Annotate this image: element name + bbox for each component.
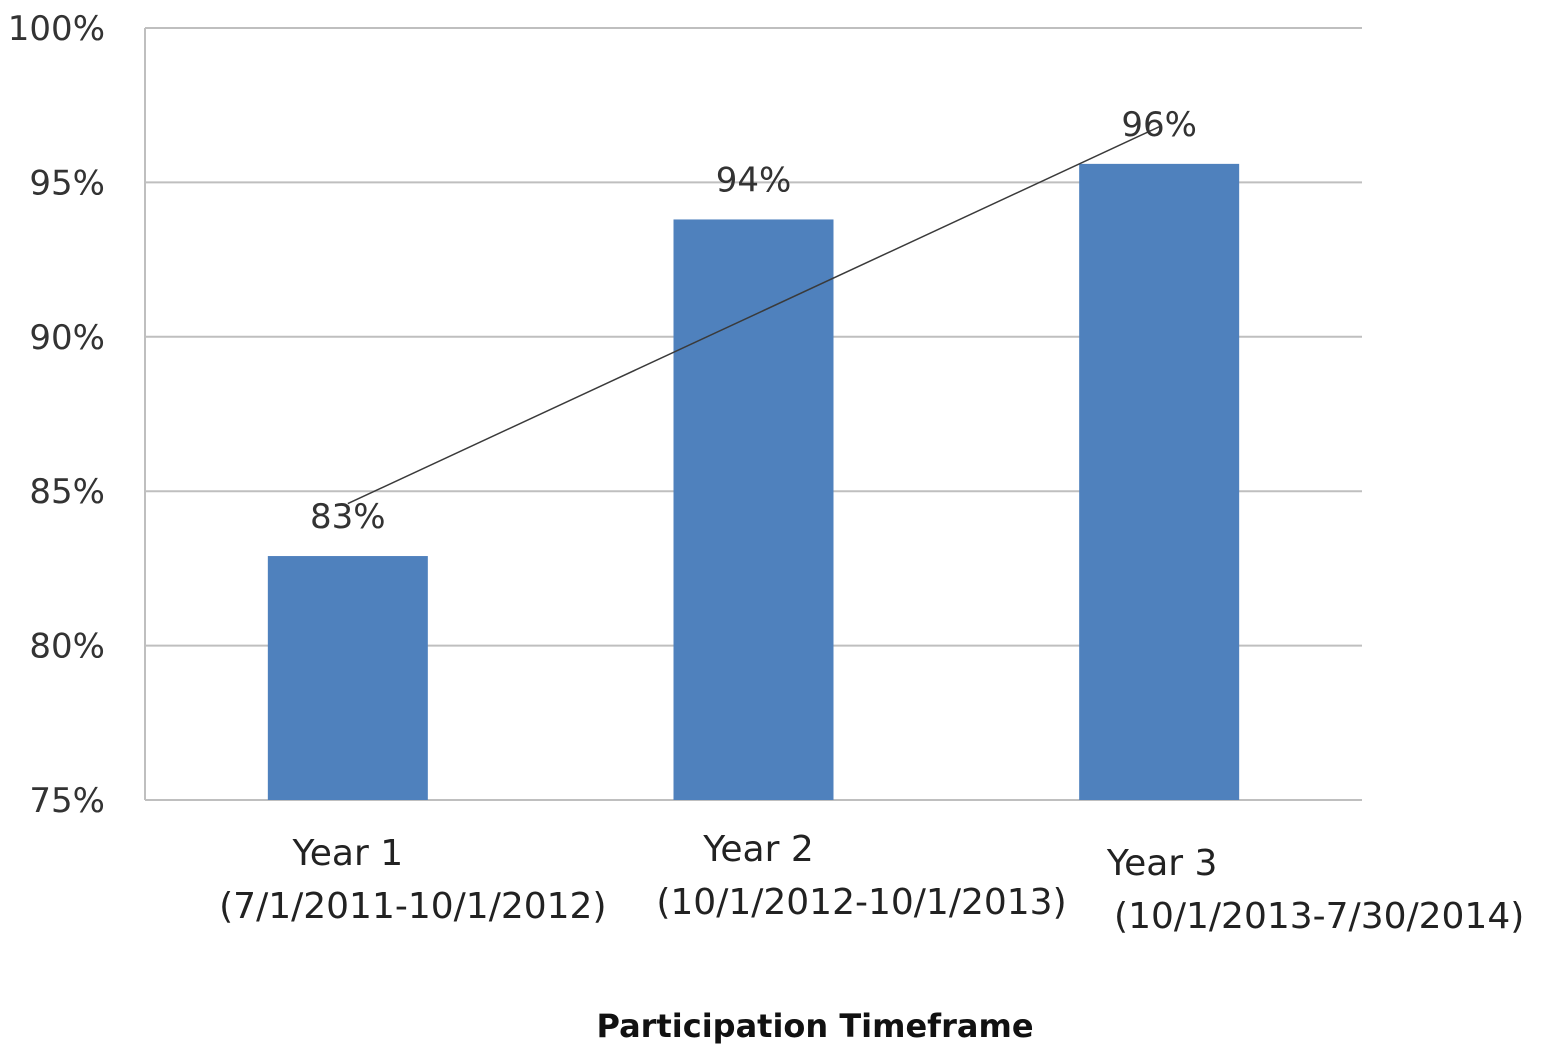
category-labels: Year 1 (7/1/2011-10/1/2012) Year 2 (10/1/20…: [219, 829, 1524, 937]
category-label-line2: (7/1/2011-10/1/2012): [219, 886, 606, 927]
y-tick-label: 95%: [29, 163, 105, 203]
y-tick-label: 80%: [29, 627, 105, 667]
x-axis-title: Participation Timeframe: [596, 1007, 1033, 1045]
bars: [267, 163, 1240, 800]
data-label: 96%: [1121, 105, 1197, 145]
data-label: 94%: [716, 160, 792, 200]
data-label: 83%: [310, 497, 386, 537]
y-tick-label: 85%: [29, 472, 105, 512]
trendline: [347, 126, 1160, 505]
bar: [673, 219, 834, 800]
bar: [267, 556, 428, 800]
data-labels: 83% 94% 96%: [310, 105, 1197, 537]
y-tick-label: 90%: [29, 318, 105, 358]
category-label-line1: Year 3: [1106, 843, 1218, 884]
category-label-line1: Year 1: [292, 833, 404, 874]
category-label-line2: (10/1/2012-10/1/2013): [656, 882, 1066, 923]
y-tick-label: 75%: [29, 781, 105, 821]
category-label-line1: Year 2: [702, 829, 814, 870]
category-label-line2: (10/1/2013-7/30/2014): [1114, 896, 1524, 937]
y-axis-tick-labels: 75% 80% 85% 90% 95% 100%: [8, 9, 105, 821]
bar: [1079, 163, 1240, 800]
y-tick-label: 100%: [8, 9, 105, 49]
